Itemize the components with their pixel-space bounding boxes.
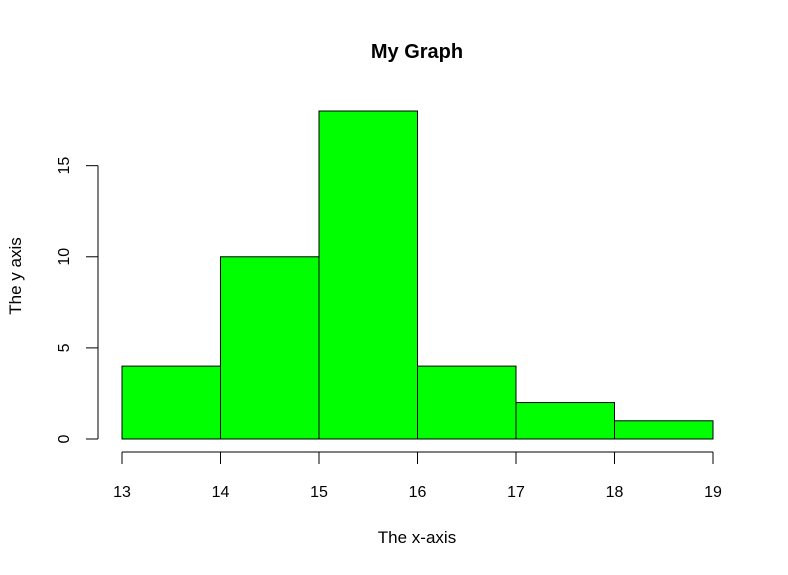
y-tick-label-2: 10 bbox=[56, 248, 73, 266]
chart-title: My Graph bbox=[371, 41, 463, 63]
x-tick-label-2: 15 bbox=[310, 484, 328, 501]
histogram-bar-5 bbox=[614, 420, 714, 440]
x-axis-label: The x-axis bbox=[378, 528, 456, 547]
x-tick-label-1: 14 bbox=[212, 484, 230, 501]
y-axis-label: The y axis bbox=[6, 237, 25, 314]
x-tick-label-5: 18 bbox=[606, 484, 624, 501]
x-tick-label-6: 19 bbox=[704, 484, 722, 501]
x-tick-label-4: 17 bbox=[507, 484, 525, 501]
x-axis: 13 14 15 16 17 18 19 bbox=[113, 451, 722, 501]
x-tick-label-3: 16 bbox=[409, 484, 427, 501]
y-tick-label-0: 0 bbox=[56, 434, 73, 443]
histogram-bar-0 bbox=[121, 365, 221, 440]
x-tick-label-0: 13 bbox=[113, 484, 131, 501]
histogram-bar-1 bbox=[220, 256, 320, 440]
histogram-bar-2 bbox=[318, 110, 418, 440]
y-axis: 0 5 10 15 bbox=[56, 157, 99, 443]
histogram-bar-3 bbox=[417, 365, 517, 440]
histogram-bar-4 bbox=[515, 402, 615, 440]
bars-group bbox=[121, 110, 714, 440]
y-tick-label-1: 5 bbox=[56, 343, 73, 352]
y-tick-label-3: 15 bbox=[56, 157, 73, 175]
